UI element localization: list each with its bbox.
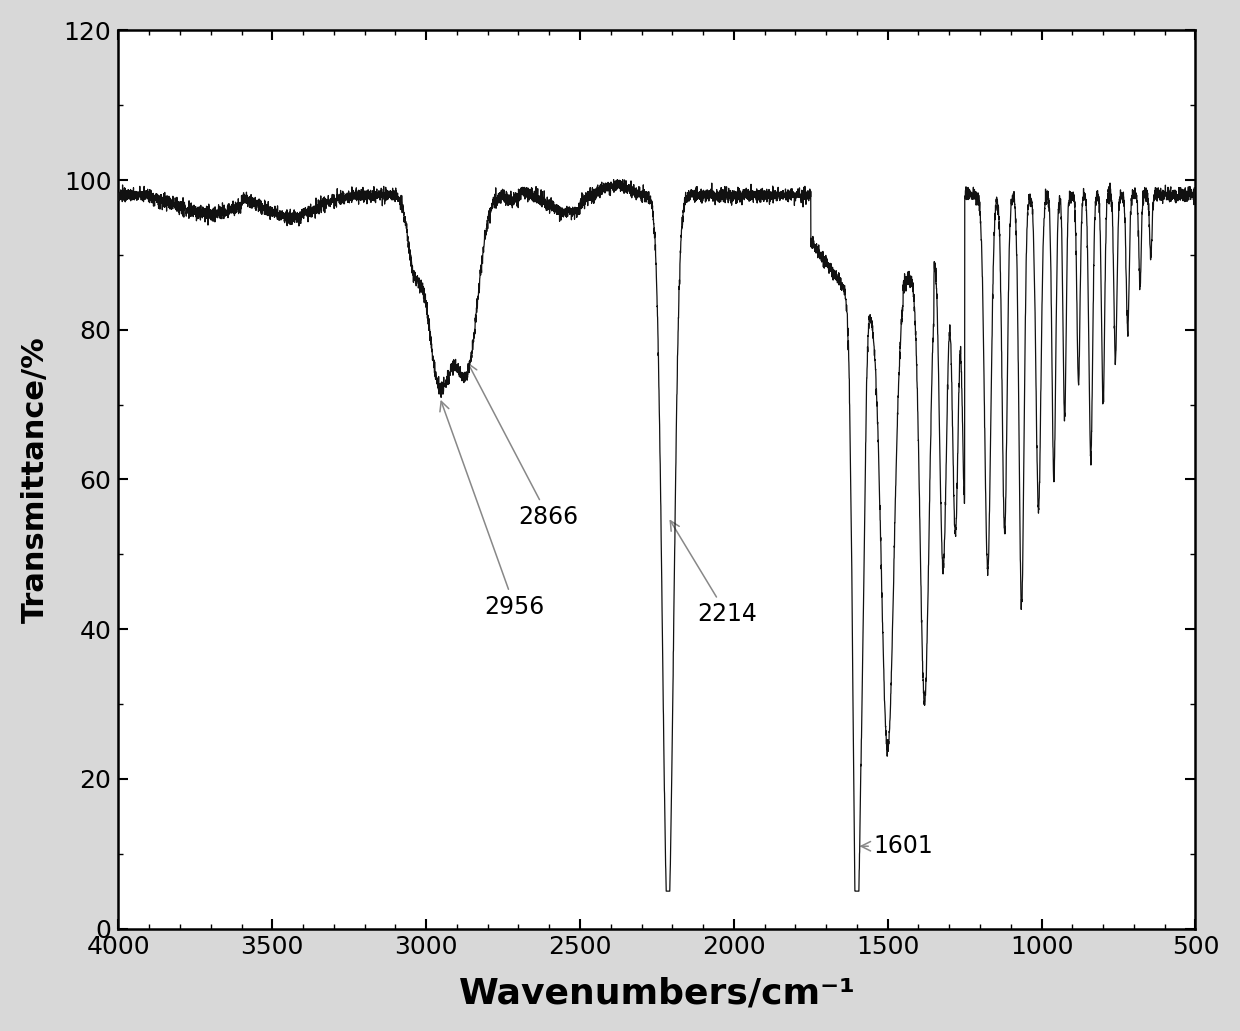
X-axis label: Wavenumbers/cm⁻¹: Wavenumbers/cm⁻¹ [459, 976, 856, 1010]
Text: 2214: 2214 [671, 521, 756, 626]
Text: 2866: 2866 [469, 364, 579, 529]
Text: 1601: 1601 [861, 834, 934, 858]
Text: 2956: 2956 [440, 401, 544, 619]
Y-axis label: Transmittance/%: Transmittance/% [21, 336, 50, 623]
